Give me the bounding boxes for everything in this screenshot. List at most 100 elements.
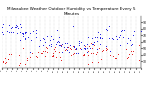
Point (19, 26, 22, 28)
Point (7, 58, 9, 59)
Point (8, 53, 11, 54)
Point (87, 36, 90, 37)
Point (5, 61, 8, 63)
Point (90, 42, 93, 44)
Point (16, 25, 19, 26)
Point (26, 59, 28, 61)
Point (19, 39, 21, 40)
Point (45, 51, 48, 52)
Point (21, 32, 24, 34)
Point (131, 43, 133, 44)
Point (91, 37, 93, 39)
Point (35, 32, 37, 33)
Point (25, 31, 28, 33)
Point (73, 45, 76, 46)
Point (74, 48, 77, 50)
Point (38, 45, 40, 47)
Point (58, 51, 61, 52)
Point (49, 39, 52, 41)
Point (1, 26, 4, 27)
Point (64, 49, 66, 51)
Point (86, 47, 88, 48)
Point (55, 56, 57, 58)
Point (26, 57, 28, 59)
Point (2, 61, 4, 63)
Point (72, 53, 74, 54)
Point (66, 43, 68, 44)
Point (68, 44, 71, 46)
Point (34, 30, 37, 31)
Point (45, 47, 47, 48)
Point (108, 37, 110, 38)
Point (109, 55, 111, 56)
Point (96, 37, 98, 38)
Point (35, 36, 38, 37)
Point (24, 33, 26, 34)
Point (24, 31, 26, 33)
Point (97, 61, 100, 63)
Point (60, 59, 62, 60)
Point (56, 41, 58, 42)
Point (61, 51, 64, 53)
Point (78, 42, 80, 43)
Point (19, 63, 22, 64)
Point (83, 53, 86, 54)
Point (1, 23, 4, 25)
Point (98, 47, 100, 48)
Point (92, 42, 95, 43)
Point (82, 54, 85, 55)
Point (138, 59, 140, 60)
Point (17, 54, 20, 55)
Point (120, 31, 122, 32)
Point (16, 27, 19, 28)
Point (96, 51, 99, 53)
Point (72, 25, 75, 26)
Point (91, 44, 93, 45)
Point (43, 56, 46, 57)
Point (86, 43, 88, 45)
Point (19, 32, 22, 33)
Point (2, 33, 5, 34)
Point (59, 44, 61, 46)
Point (77, 41, 80, 42)
Point (87, 64, 89, 65)
Point (100, 58, 102, 60)
Point (31, 52, 33, 54)
Point (83, 47, 85, 49)
Point (84, 48, 87, 49)
Point (73, 53, 76, 54)
Point (98, 33, 101, 35)
Point (75, 53, 77, 54)
Point (132, 35, 134, 36)
Point (87, 50, 90, 52)
Point (95, 48, 98, 50)
Point (91, 52, 94, 54)
Point (80, 49, 82, 50)
Point (88, 47, 91, 49)
Point (130, 50, 132, 52)
Point (80, 42, 83, 43)
Title: Milwaukee Weather Outdoor Humidity vs Temperature Every 5 Minutes: Milwaukee Weather Outdoor Humidity vs Te… (7, 7, 136, 16)
Point (41, 38, 44, 39)
Point (102, 49, 104, 51)
Point (54, 46, 56, 48)
Point (50, 35, 52, 37)
Point (4, 62, 6, 64)
Point (137, 45, 140, 46)
Point (125, 48, 128, 50)
Point (59, 56, 62, 58)
Point (10, 31, 12, 32)
Point (86, 51, 88, 53)
Point (42, 44, 45, 45)
Point (52, 54, 55, 55)
Point (35, 55, 38, 57)
Point (60, 43, 63, 45)
Point (60, 45, 62, 46)
Point (111, 38, 113, 39)
Point (90, 52, 92, 54)
Point (132, 50, 135, 52)
Point (27, 36, 30, 38)
Point (49, 46, 52, 47)
Point (53, 48, 56, 50)
Point (57, 40, 60, 42)
